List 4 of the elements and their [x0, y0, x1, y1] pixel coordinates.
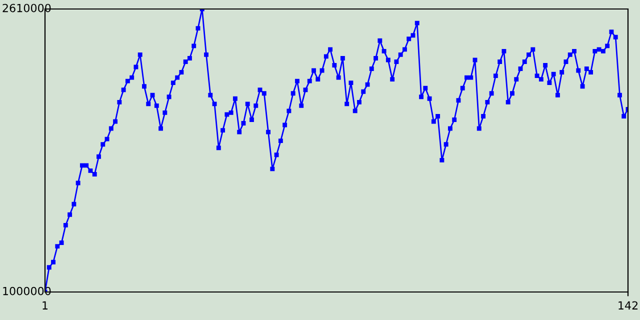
y-tick-label: 2610000: [2, 4, 51, 12]
x-tick-label: 1: [42, 301, 48, 310]
x-tick-label: 142: [618, 301, 638, 310]
y-tick-label: 1000000: [3, 286, 51, 296]
